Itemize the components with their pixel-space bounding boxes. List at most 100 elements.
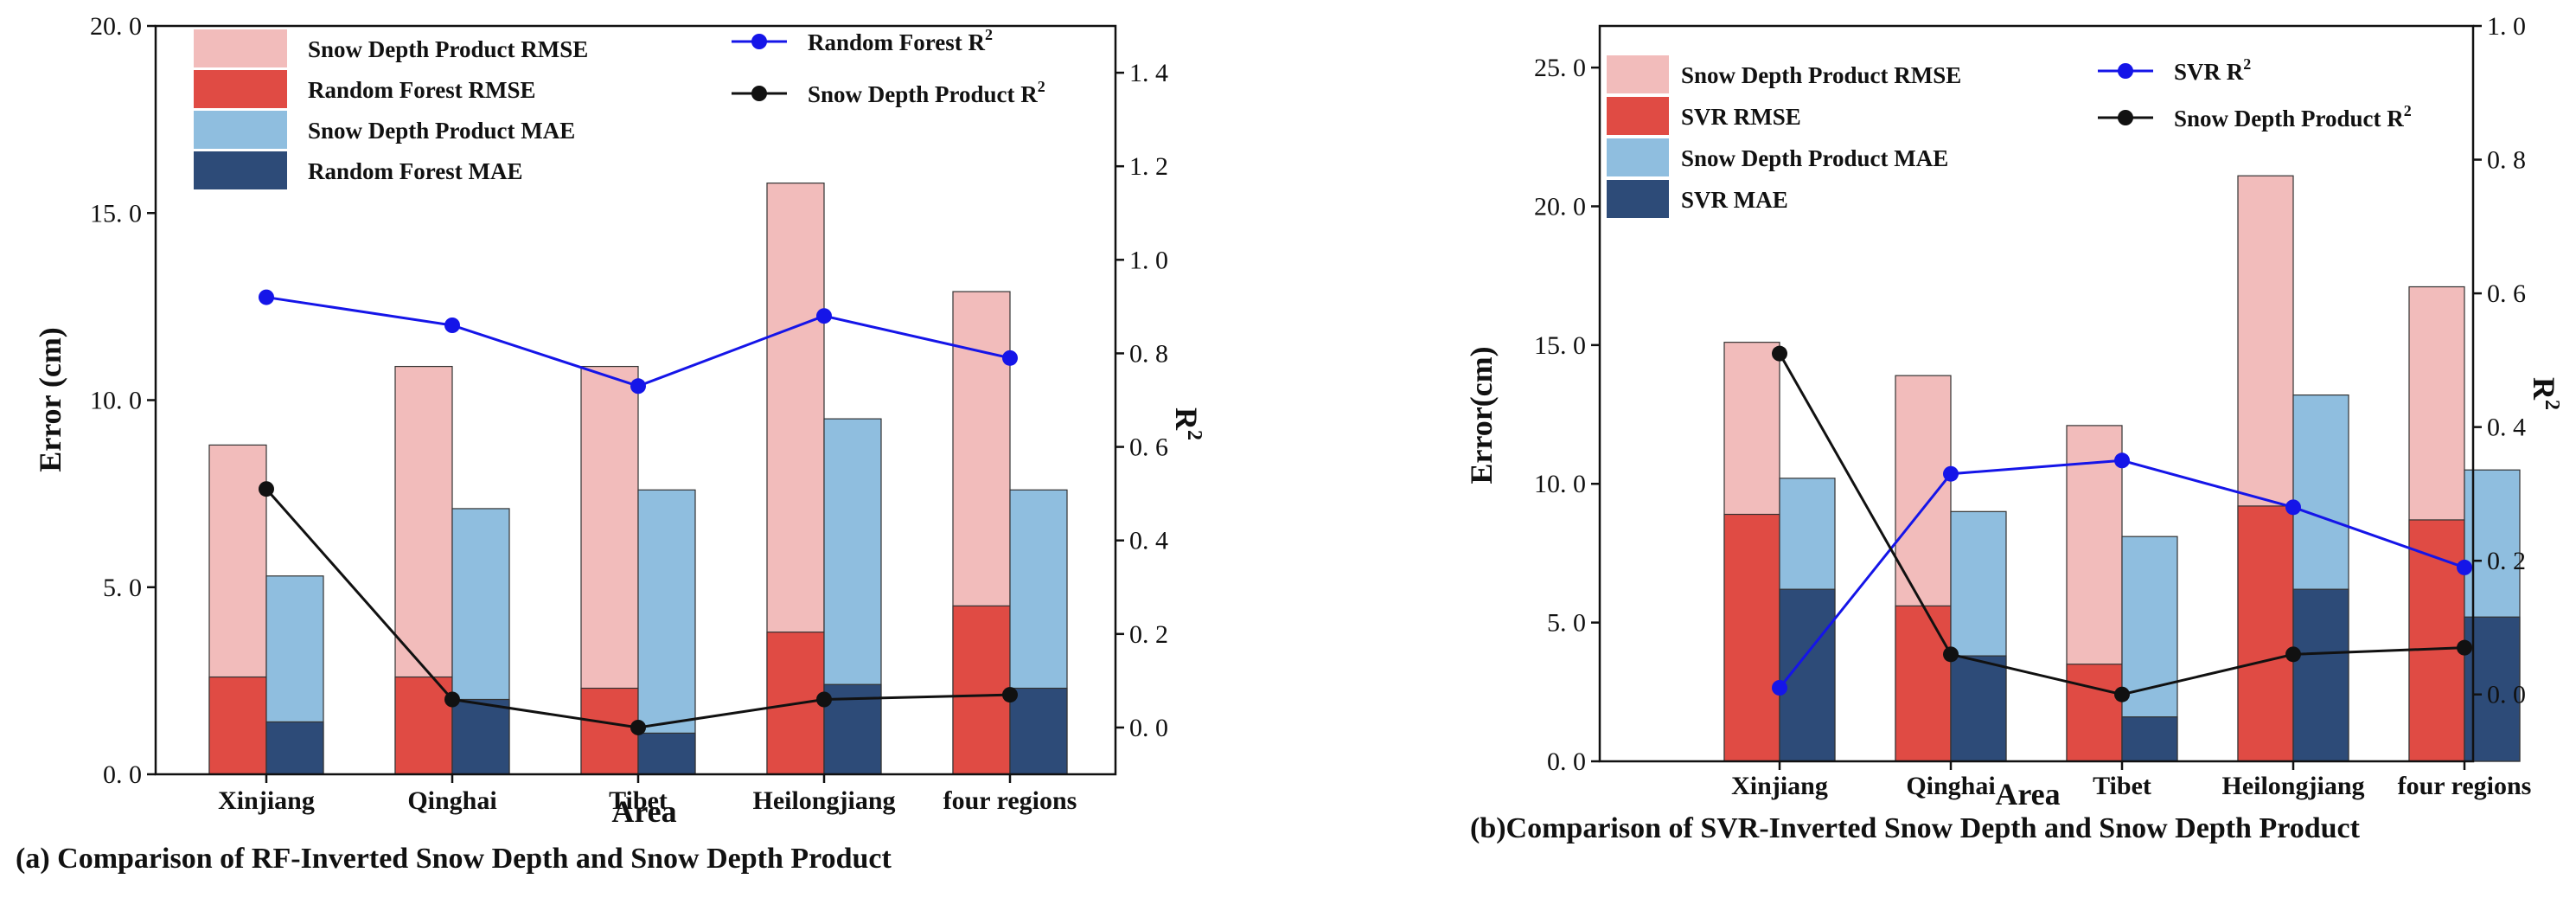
y2-tick-label-a-3: 0. 6 — [1129, 433, 1168, 462]
bar-a-s1-4 — [952, 605, 1011, 775]
legend-marker-b-1 — [2118, 110, 2133, 125]
point-a-s4-2 — [630, 378, 646, 394]
legend-a: Snow Depth Product RMSE Random Forest RMS… — [194, 26, 1045, 189]
x-tick-label-a-1: Qinghai — [407, 786, 496, 815]
y-tick-label-a-0: 0. 0 — [103, 760, 142, 789]
bar-b-s1-0 — [1723, 513, 1780, 762]
bar-b-s1-4 — [2408, 519, 2465, 762]
legend-label-b-1: SVR RMSE — [1681, 104, 1801, 130]
legend-label-b-0: Snow Depth Product RMSE — [1681, 62, 1961, 88]
y2-tick-label-a-5: 1. 0 — [1129, 246, 1168, 274]
y-tick-label-b-0: 0. 0 — [1547, 747, 1586, 776]
legend-marker-a-0 — [751, 34, 767, 49]
bar-a-s1-2 — [580, 687, 639, 775]
point-b-s5-3 — [2285, 646, 2301, 663]
y2-tick-label-a-4: 0. 8 — [1129, 339, 1168, 368]
x-tick-label-b-4: four regions — [2398, 772, 2532, 800]
legend-label-a-0: Snow Depth Product RMSE — [308, 36, 588, 62]
legend-label-sup-b-5: 2 — [2404, 102, 2412, 119]
y-tick-label-b-1: 5. 0 — [1547, 609, 1586, 638]
legend-swatch-a-0 — [194, 29, 287, 67]
y-tick-label-b-4: 20. 0 — [1534, 192, 1586, 221]
legend-label-b-2: Snow Depth Product MAE — [1681, 145, 1948, 171]
point-a-s5-4 — [1002, 687, 1018, 703]
legend-label-base-a-4: Random Forest R — [808, 29, 985, 55]
x-axis-label-a: Area — [611, 794, 676, 829]
x-tick-label-a-2: Tibet — [609, 786, 668, 815]
legend-b: Snow Depth Product RMSE SVR RMSE Snow Dept… — [1607, 55, 2412, 218]
legend-swatch-b-2 — [1607, 138, 1669, 176]
x-axis-label-b: Area — [1995, 777, 2060, 811]
bar-a-s3-1 — [451, 698, 510, 775]
legend-label-a-1: Random Forest RMSE — [308, 77, 536, 103]
legend-swatch-a-2 — [194, 111, 287, 149]
legend-swatch-a-1 — [194, 70, 287, 108]
legend-label-a-4: Random Forest R2 — [808, 26, 993, 55]
bar-b-s3-1 — [1950, 655, 2007, 762]
y-tick-label-a-3: 15. 0 — [90, 199, 142, 228]
y2-tick-label-a-6: 1. 2 — [1129, 152, 1168, 181]
point-a-s5-1 — [444, 691, 460, 708]
legend-label-base-b-5: Snow Depth Product R — [2174, 106, 2404, 131]
caption-b: (b)Comparison of SVR-Inverted Snow Depth… — [1470, 812, 2361, 844]
bar-b-s3-3 — [2292, 588, 2349, 762]
point-b-s4-1 — [1943, 465, 1959, 482]
legend-label-base-a-5: Snow Depth Product R — [808, 81, 1038, 107]
y2-axis-label-b-base: R — [2527, 377, 2561, 401]
y2-tick-label-b-3: 0. 6 — [2487, 279, 2526, 308]
point-b-s4-4 — [2457, 559, 2472, 575]
point-a-s5-3 — [816, 691, 832, 708]
legend-swatch-b-0 — [1607, 55, 1669, 93]
y-tick-label-b-3: 15. 0 — [1534, 331, 1586, 360]
legend-label-b-4: SVR R2 — [2174, 55, 2251, 85]
point-a-s4-4 — [1002, 350, 1018, 366]
legend-swatch-b-3 — [1607, 180, 1669, 218]
legend-label-b-3: SVR MAE — [1681, 187, 1788, 213]
legend-label-a-3: Random Forest MAE — [308, 158, 522, 184]
plot-frame-b — [1598, 24, 2475, 763]
bar-b-s3-2 — [2121, 716, 2178, 762]
chart-panel-a: 0. 0 5. 0 10. 0 15. 0 20. 0 0. 0 0. 2 0. 4 0. 6 0… — [16, 12, 1205, 875]
chart-panel-b: 0. 0 5. 0 10. 0 15. 0 20. 0 25. 0 0. 0 0. 2 0. 4… — [1464, 12, 2563, 844]
point-b-s4-0 — [1772, 680, 1787, 696]
x-tick-label-b-2: Tibet — [2093, 772, 2151, 800]
bar-a-s3-0 — [265, 721, 324, 775]
bar-a-s1-0 — [208, 676, 267, 775]
x-tick-label-a-4: four regions — [943, 786, 1077, 815]
legend-label-sup-a-5: 2 — [1038, 78, 1045, 95]
y-axis-label-a: Error (cm) — [33, 327, 67, 472]
bar-a-s2-2 — [637, 489, 696, 775]
plot-area-b: 0. 0 5. 0 10. 0 15. 0 20. 0 25. 0 0. 0 0. 2 0. 4… — [1534, 12, 2531, 800]
y-axis-label-b: Error(cm) — [1464, 346, 1499, 484]
point-b-s4-3 — [2285, 499, 2301, 516]
point-a-s4-3 — [816, 308, 832, 324]
bar-a-s3-2 — [637, 732, 696, 775]
bar-a-s3-4 — [1009, 687, 1068, 775]
y-tick-label-b-5: 25. 0 — [1534, 54, 1586, 82]
bar-b-s1-1 — [1895, 605, 1952, 762]
bar-b-s1-2 — [2066, 664, 2123, 762]
x-tick-label-b-3: Heilongjiang — [2221, 772, 2364, 800]
y2-tick-label-b-2: 0. 4 — [2487, 414, 2526, 442]
legend-label-sup-a-4: 2 — [985, 26, 993, 43]
y-tick-label-a-1: 5. 0 — [103, 574, 142, 602]
y2-tick-label-b-5: 1. 0 — [2487, 12, 2526, 41]
y2-tick-label-a-7: 1. 4 — [1129, 59, 1168, 87]
legend-label-a-2: Snow Depth Product MAE — [308, 118, 575, 144]
legend-label-base-b-4: SVR R — [2174, 59, 2244, 85]
legend-label-b-5: Snow Depth Product R2 — [2174, 102, 2412, 131]
y2-axis-label-a: R2 — [1169, 407, 1205, 440]
x-tick-label-b-1: Qinghai — [1906, 772, 1995, 800]
caption-a: (a) Comparison of RF-Inverted Snow Depth… — [16, 843, 892, 875]
legend-marker-b-0 — [2118, 63, 2133, 79]
point-b-s5-0 — [1772, 345, 1787, 362]
point-b-s5-1 — [1943, 646, 1959, 663]
point-a-s5-0 — [259, 481, 274, 497]
bar-b-s3-0 — [1779, 588, 1836, 762]
plot-area-a: 0. 0 5. 0 10. 0 15. 0 20. 0 0. 0 0. 2 0. 4 0. 6 0… — [90, 12, 1168, 815]
y-tick-label-a-2: 10. 0 — [90, 387, 142, 415]
y2-tick-label-b-0: 0. 0 — [2487, 681, 2526, 709]
y2-tick-label-a-2: 0. 4 — [1129, 527, 1168, 555]
point-a-s4-1 — [444, 318, 460, 333]
y2-axis-label-b: R2 — [2527, 377, 2563, 410]
